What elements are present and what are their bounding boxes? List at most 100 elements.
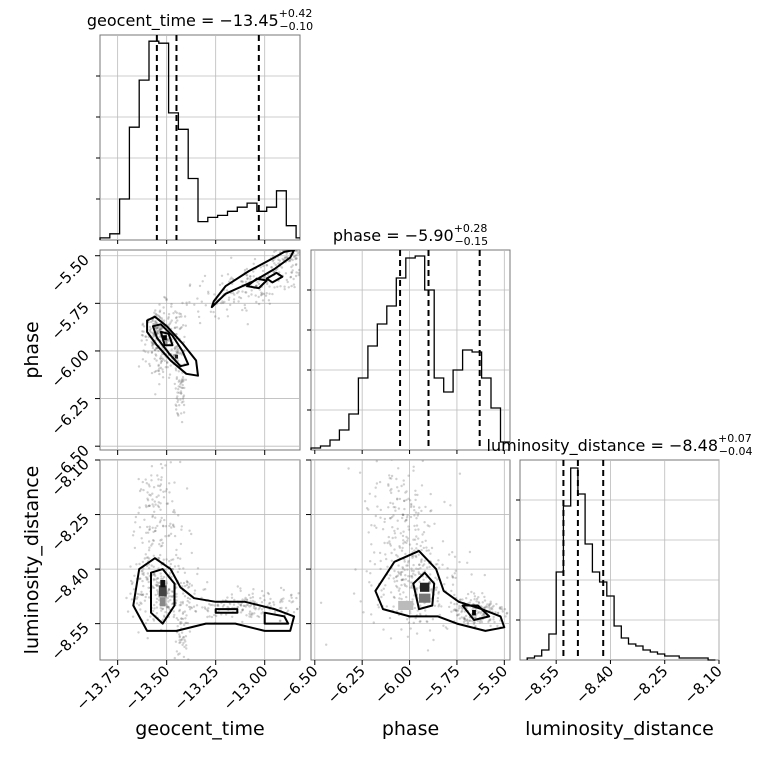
sample-point bbox=[407, 528, 411, 531]
sample-point bbox=[265, 292, 268, 295]
sample-point bbox=[273, 247, 275, 249]
x-tick-label: −6.00 bbox=[371, 662, 416, 707]
sample-point bbox=[158, 372, 161, 376]
sample-point bbox=[165, 488, 168, 491]
sample-point bbox=[454, 569, 457, 572]
sample-point bbox=[196, 297, 199, 300]
sample-point bbox=[141, 334, 144, 337]
sample-point bbox=[369, 572, 372, 575]
sample-point bbox=[152, 530, 155, 534]
sample-point bbox=[454, 608, 457, 612]
sample-point bbox=[258, 288, 261, 291]
sample-point bbox=[304, 253, 306, 255]
sample-point bbox=[477, 600, 480, 604]
sample-point bbox=[419, 544, 422, 548]
sample-point bbox=[182, 394, 186, 397]
sample-point bbox=[239, 587, 242, 590]
sample-point bbox=[138, 593, 141, 596]
sample-point bbox=[402, 483, 406, 486]
sample-point bbox=[472, 592, 476, 595]
sample-point bbox=[470, 590, 473, 594]
sample-point bbox=[165, 341, 168, 345]
sample-point bbox=[158, 315, 161, 319]
sample-point bbox=[180, 401, 184, 404]
sample-point bbox=[415, 535, 418, 538]
sample-point bbox=[267, 592, 270, 596]
sample-point bbox=[164, 525, 168, 528]
sample-point bbox=[176, 395, 179, 398]
sample-point bbox=[172, 353, 176, 357]
sample-point bbox=[148, 546, 151, 549]
sample-point bbox=[354, 568, 357, 571]
sample-point bbox=[155, 359, 158, 362]
contour-2 bbox=[461, 604, 491, 621]
sample-point bbox=[148, 485, 151, 488]
sample-point bbox=[179, 641, 182, 644]
sample-point bbox=[488, 609, 491, 612]
sample-point bbox=[183, 638, 186, 641]
sample-point bbox=[169, 461, 172, 464]
sample-point bbox=[417, 572, 421, 575]
panel-content bbox=[100, 460, 300, 660]
sample-point bbox=[164, 464, 167, 467]
contour-4 bbox=[246, 277, 268, 290]
sample-point bbox=[412, 572, 415, 575]
sample-point bbox=[153, 603, 156, 607]
title-luminosity_distance: luminosity_distance = −8.48+0.07 −0.04 bbox=[487, 432, 753, 458]
sample-point bbox=[178, 609, 181, 613]
sample-point bbox=[475, 609, 478, 613]
sample-point bbox=[162, 358, 165, 361]
sample-point bbox=[367, 531, 370, 534]
sample-point bbox=[181, 383, 184, 387]
sample-point bbox=[428, 580, 431, 584]
sample-point bbox=[177, 514, 180, 517]
sample-point bbox=[171, 602, 174, 606]
sample-point bbox=[180, 420, 184, 424]
sample-point bbox=[416, 493, 419, 497]
sample-point bbox=[184, 617, 187, 620]
sample-point bbox=[505, 612, 508, 615]
sample-point bbox=[141, 593, 145, 596]
sample-point bbox=[280, 598, 283, 601]
sample-point bbox=[171, 500, 174, 503]
sample-point bbox=[140, 333, 144, 337]
sample-point bbox=[239, 589, 242, 593]
sample-point bbox=[386, 565, 389, 568]
sample-point bbox=[272, 270, 275, 273]
sample-point bbox=[172, 525, 176, 529]
sample-point bbox=[463, 616, 466, 619]
sample-point bbox=[297, 268, 300, 272]
sample-point bbox=[232, 298, 236, 301]
sample-point bbox=[288, 599, 291, 603]
sample-point bbox=[398, 545, 401, 548]
sample-point bbox=[185, 604, 188, 607]
sample-point bbox=[126, 610, 130, 613]
sample-point bbox=[277, 262, 280, 265]
sample-point bbox=[179, 581, 182, 585]
sample-point bbox=[173, 347, 177, 350]
sample-point bbox=[175, 326, 179, 329]
sample-point bbox=[480, 610, 483, 613]
sample-point bbox=[188, 284, 192, 288]
histogram-luminosity_distance bbox=[526, 467, 716, 661]
sample-point bbox=[388, 542, 392, 545]
sample-point bbox=[152, 486, 156, 489]
sample-point bbox=[473, 621, 476, 624]
sample-point bbox=[152, 334, 155, 337]
sample-point bbox=[214, 315, 217, 318]
sample-point bbox=[157, 557, 161, 560]
sample-point bbox=[217, 317, 220, 320]
panel-frame bbox=[310, 249, 511, 451]
sample-point bbox=[438, 603, 441, 606]
sample-point bbox=[188, 608, 192, 611]
sample-point bbox=[407, 579, 410, 583]
sample-point bbox=[171, 595, 174, 598]
sample-point bbox=[415, 542, 419, 546]
sample-point bbox=[506, 611, 509, 615]
sample-point bbox=[453, 608, 456, 611]
sample-point bbox=[141, 569, 144, 572]
sample-point bbox=[165, 580, 168, 583]
sample-point bbox=[489, 607, 493, 610]
sample-point bbox=[171, 568, 175, 571]
sample-point bbox=[438, 566, 441, 569]
